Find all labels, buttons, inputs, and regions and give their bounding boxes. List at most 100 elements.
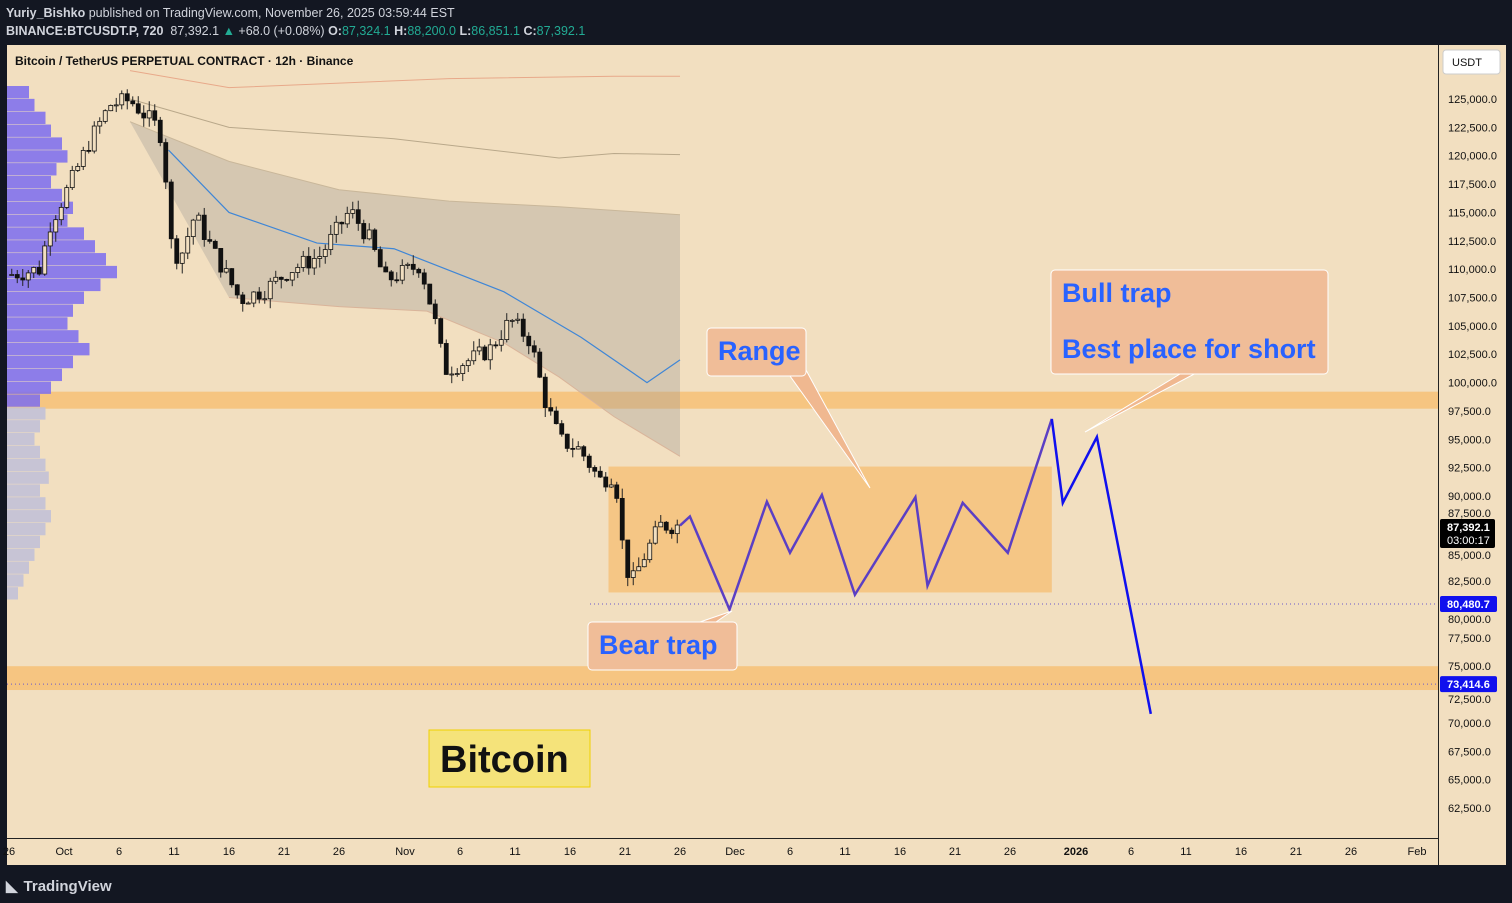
candle-body — [570, 447, 576, 450]
x-tick-label: 26 — [3, 846, 15, 858]
price-axis[interactable] — [1439, 45, 1506, 865]
candle — [223, 259, 229, 274]
price-level-badge — [1440, 676, 1497, 693]
candle-body — [520, 318, 526, 337]
vwap-band — [130, 121, 680, 457]
candle-body — [355, 209, 361, 224]
candle-body — [625, 539, 631, 578]
candle-body — [471, 350, 477, 362]
candle — [69, 165, 75, 190]
candle-body — [432, 303, 438, 319]
x-tick-label: Oct — [55, 846, 72, 858]
candle-body — [339, 221, 345, 225]
candle-body — [460, 365, 466, 374]
candle — [509, 319, 515, 328]
candle-body — [256, 291, 262, 300]
candle — [36, 260, 42, 276]
candle-body — [438, 318, 444, 344]
candle — [449, 366, 455, 384]
candle-body — [163, 142, 169, 183]
candle — [240, 291, 246, 312]
candle-body — [295, 267, 301, 273]
candle-body — [267, 280, 273, 300]
volume-profile-bar — [7, 458, 46, 471]
candle — [146, 101, 152, 127]
candle — [141, 105, 147, 127]
candle-body — [20, 277, 26, 281]
candle-body — [641, 559, 647, 568]
up-triangle-icon: ▲ — [222, 24, 235, 38]
candle — [113, 97, 119, 113]
y-tick-label: 95,000.0 — [1448, 434, 1491, 446]
candle-body — [630, 570, 636, 578]
candle — [636, 557, 642, 572]
candle-body — [42, 245, 48, 275]
volume-profile-bar — [7, 343, 90, 356]
candle-body — [223, 268, 229, 273]
tradingview-logo[interactable]: ◣ TradingView — [6, 877, 112, 896]
volume-profile-bar — [7, 188, 62, 202]
candle — [377, 246, 383, 268]
currency-button[interactable] — [1442, 49, 1501, 75]
candle-body — [361, 223, 367, 240]
plot-area[interactable] — [7, 45, 1438, 838]
candle-body — [487, 344, 493, 361]
x-tick-label: 16 — [223, 846, 235, 858]
y-tick-label: 122,500.0 — [1448, 122, 1497, 134]
x-tick-label: 26 — [1345, 846, 1357, 858]
range-callout-box — [706, 327, 807, 377]
candle — [608, 478, 614, 489]
volume-profile-bar — [7, 227, 84, 240]
candle — [190, 218, 196, 245]
y-tick-label: 117,500.0 — [1448, 179, 1496, 191]
candle-body — [75, 166, 81, 171]
candle-body — [47, 231, 53, 247]
candle-body — [190, 219, 196, 237]
volume-profile-bar — [7, 484, 40, 497]
candle-body — [119, 93, 125, 106]
volume-profile-bar — [7, 535, 40, 549]
candle-body — [575, 446, 581, 450]
candle — [306, 247, 312, 275]
candle-body — [25, 272, 31, 281]
bar-countdown: 03:00:17 — [1447, 535, 1490, 547]
volume-profile-bar — [7, 445, 40, 459]
candle — [179, 252, 185, 274]
y-tick-label: 77,500.0 — [1448, 633, 1491, 645]
volume-profile-bar — [7, 368, 62, 382]
bitcoin-label-box — [428, 729, 591, 788]
author[interactable]: Yuriy_Bishko — [6, 6, 86, 20]
candle-body — [537, 351, 543, 378]
candle — [515, 312, 521, 324]
x-tick-label: Nov — [395, 846, 415, 858]
x-tick-label: 11 — [168, 846, 179, 858]
candle-body — [278, 276, 284, 280]
time-axis[interactable] — [7, 839, 1438, 865]
candle-body — [141, 112, 147, 119]
candle-body — [608, 484, 614, 488]
candle — [328, 225, 334, 256]
candle-body — [218, 248, 224, 273]
volume-profile-bar — [7, 355, 73, 369]
candle — [493, 341, 499, 349]
candle — [465, 358, 471, 373]
candle-body — [113, 104, 119, 107]
y-tick-label: 100,000.0 — [1448, 378, 1497, 390]
candle — [245, 301, 251, 305]
candle-body — [658, 521, 664, 528]
candle — [355, 200, 361, 231]
candle — [410, 255, 416, 276]
candle — [168, 179, 174, 249]
bull-trap-callout-text: Bull trap — [1062, 278, 1172, 308]
candle — [124, 89, 130, 110]
candle-body — [454, 373, 460, 375]
candle-body — [652, 526, 658, 544]
candle-body — [636, 566, 642, 572]
y-tick-label: 125,000.0 — [1448, 94, 1497, 106]
y-tick-label: 80,000.0 — [1448, 614, 1491, 626]
x-tick-label: 6 — [1128, 846, 1134, 858]
candle — [256, 287, 262, 304]
candle-body — [64, 187, 70, 208]
price-level-badge — [1440, 596, 1497, 613]
